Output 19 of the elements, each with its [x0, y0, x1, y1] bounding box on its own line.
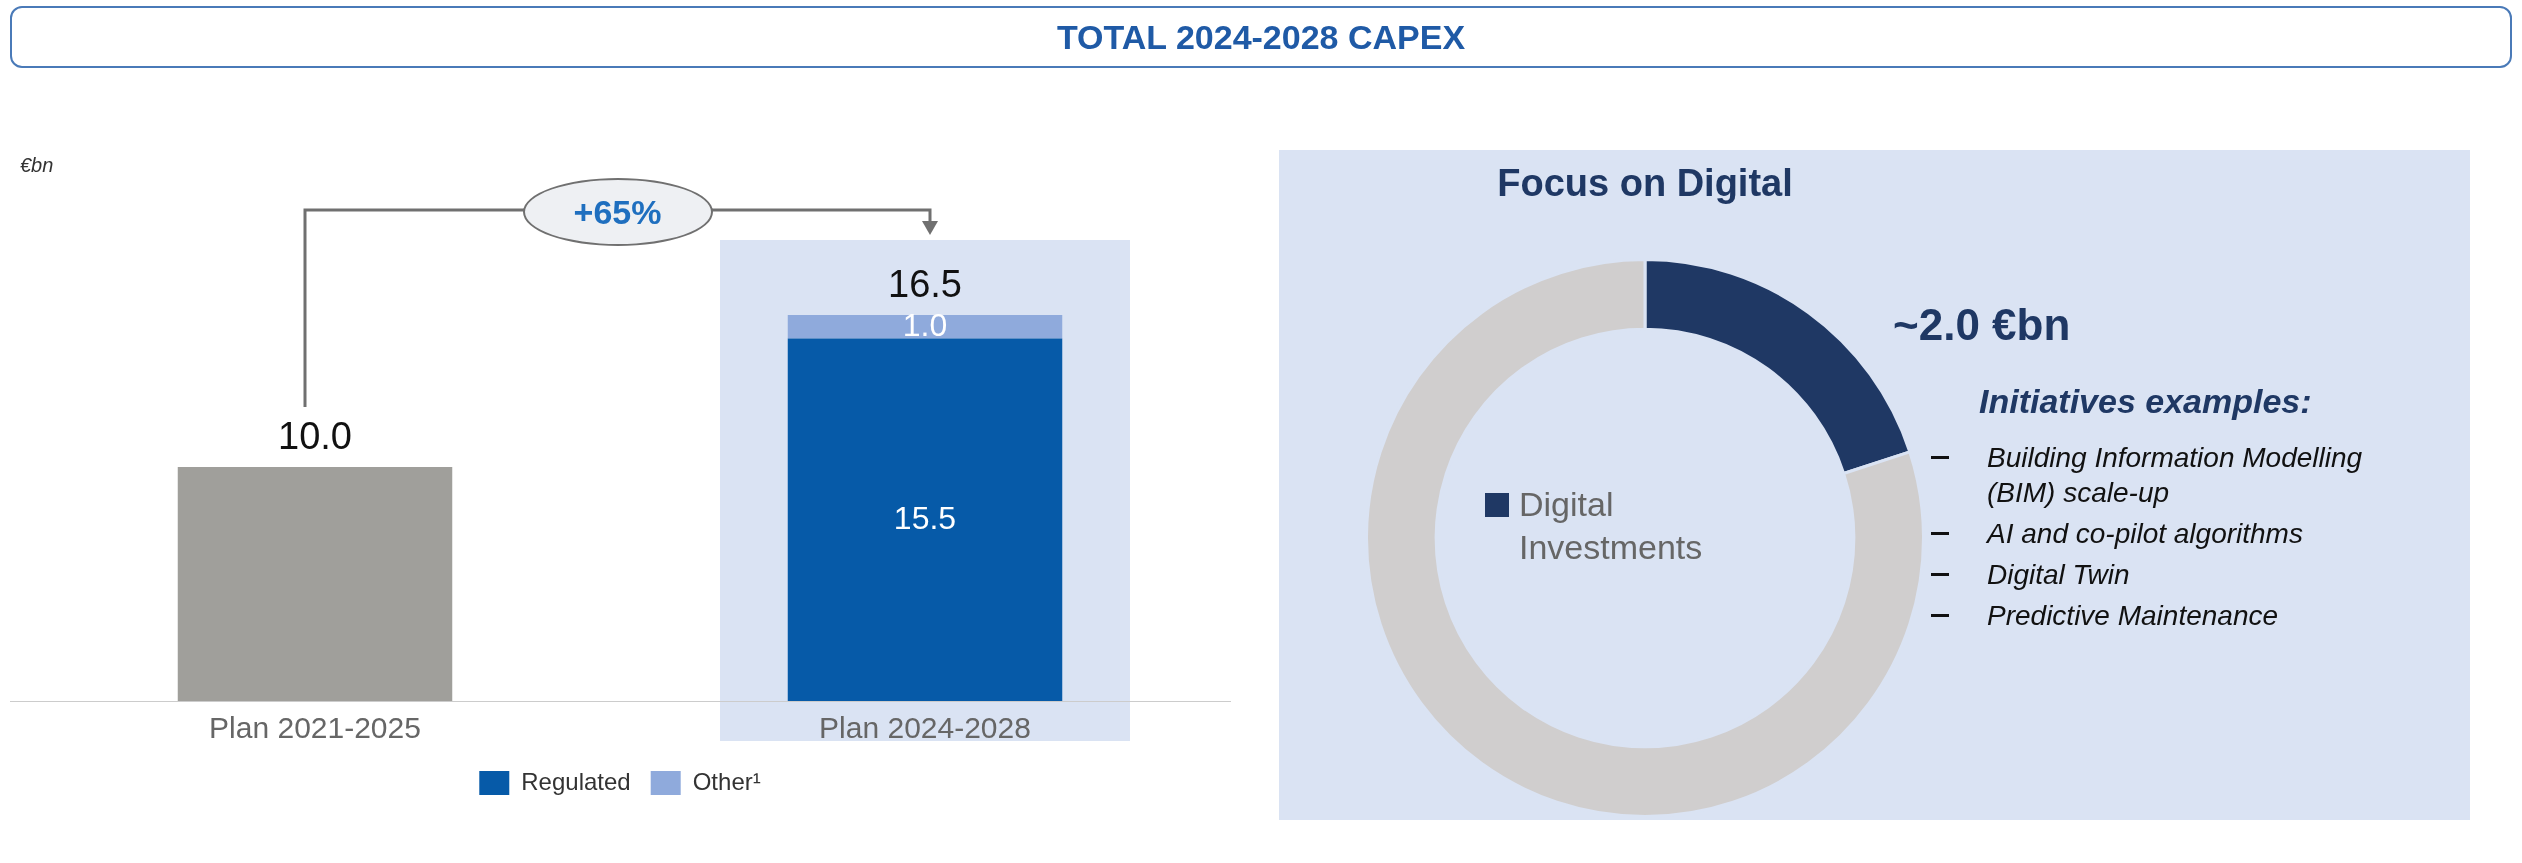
x-tick-label: Plan 2024-2028	[819, 711, 1031, 745]
text: Digital Twin	[1987, 559, 2130, 590]
legend-label: Digital Investments	[1519, 484, 1704, 568]
text: AI and co-pilot algorithms	[1987, 518, 2303, 549]
data-label: 15.5	[893, 499, 957, 536]
text: ~2.0 €bn	[1893, 300, 2071, 350]
total-label: 10.0	[278, 414, 352, 457]
y-axis-title: €bn	[20, 154, 54, 177]
chart-title: Focus on Digital	[1496, 162, 1794, 205]
text: Initiatives examples:	[1979, 382, 2312, 421]
text: Predictive Maintenance	[1987, 600, 2279, 631]
text: Building Information Modelling (BIM) scale-up	[1987, 442, 2363, 508]
legend-label: Other¹	[692, 767, 761, 795]
chart-title: TOTAL 2024-2028 CAPEX	[10, 6, 2512, 68]
oval-frame: +65%	[522, 178, 713, 246]
data-label: 1.0	[902, 306, 948, 343]
legend-label: Regulated	[521, 767, 631, 795]
total-label: 16.5	[888, 262, 962, 305]
x-tick-label: Plan 2021-2025	[209, 711, 421, 745]
